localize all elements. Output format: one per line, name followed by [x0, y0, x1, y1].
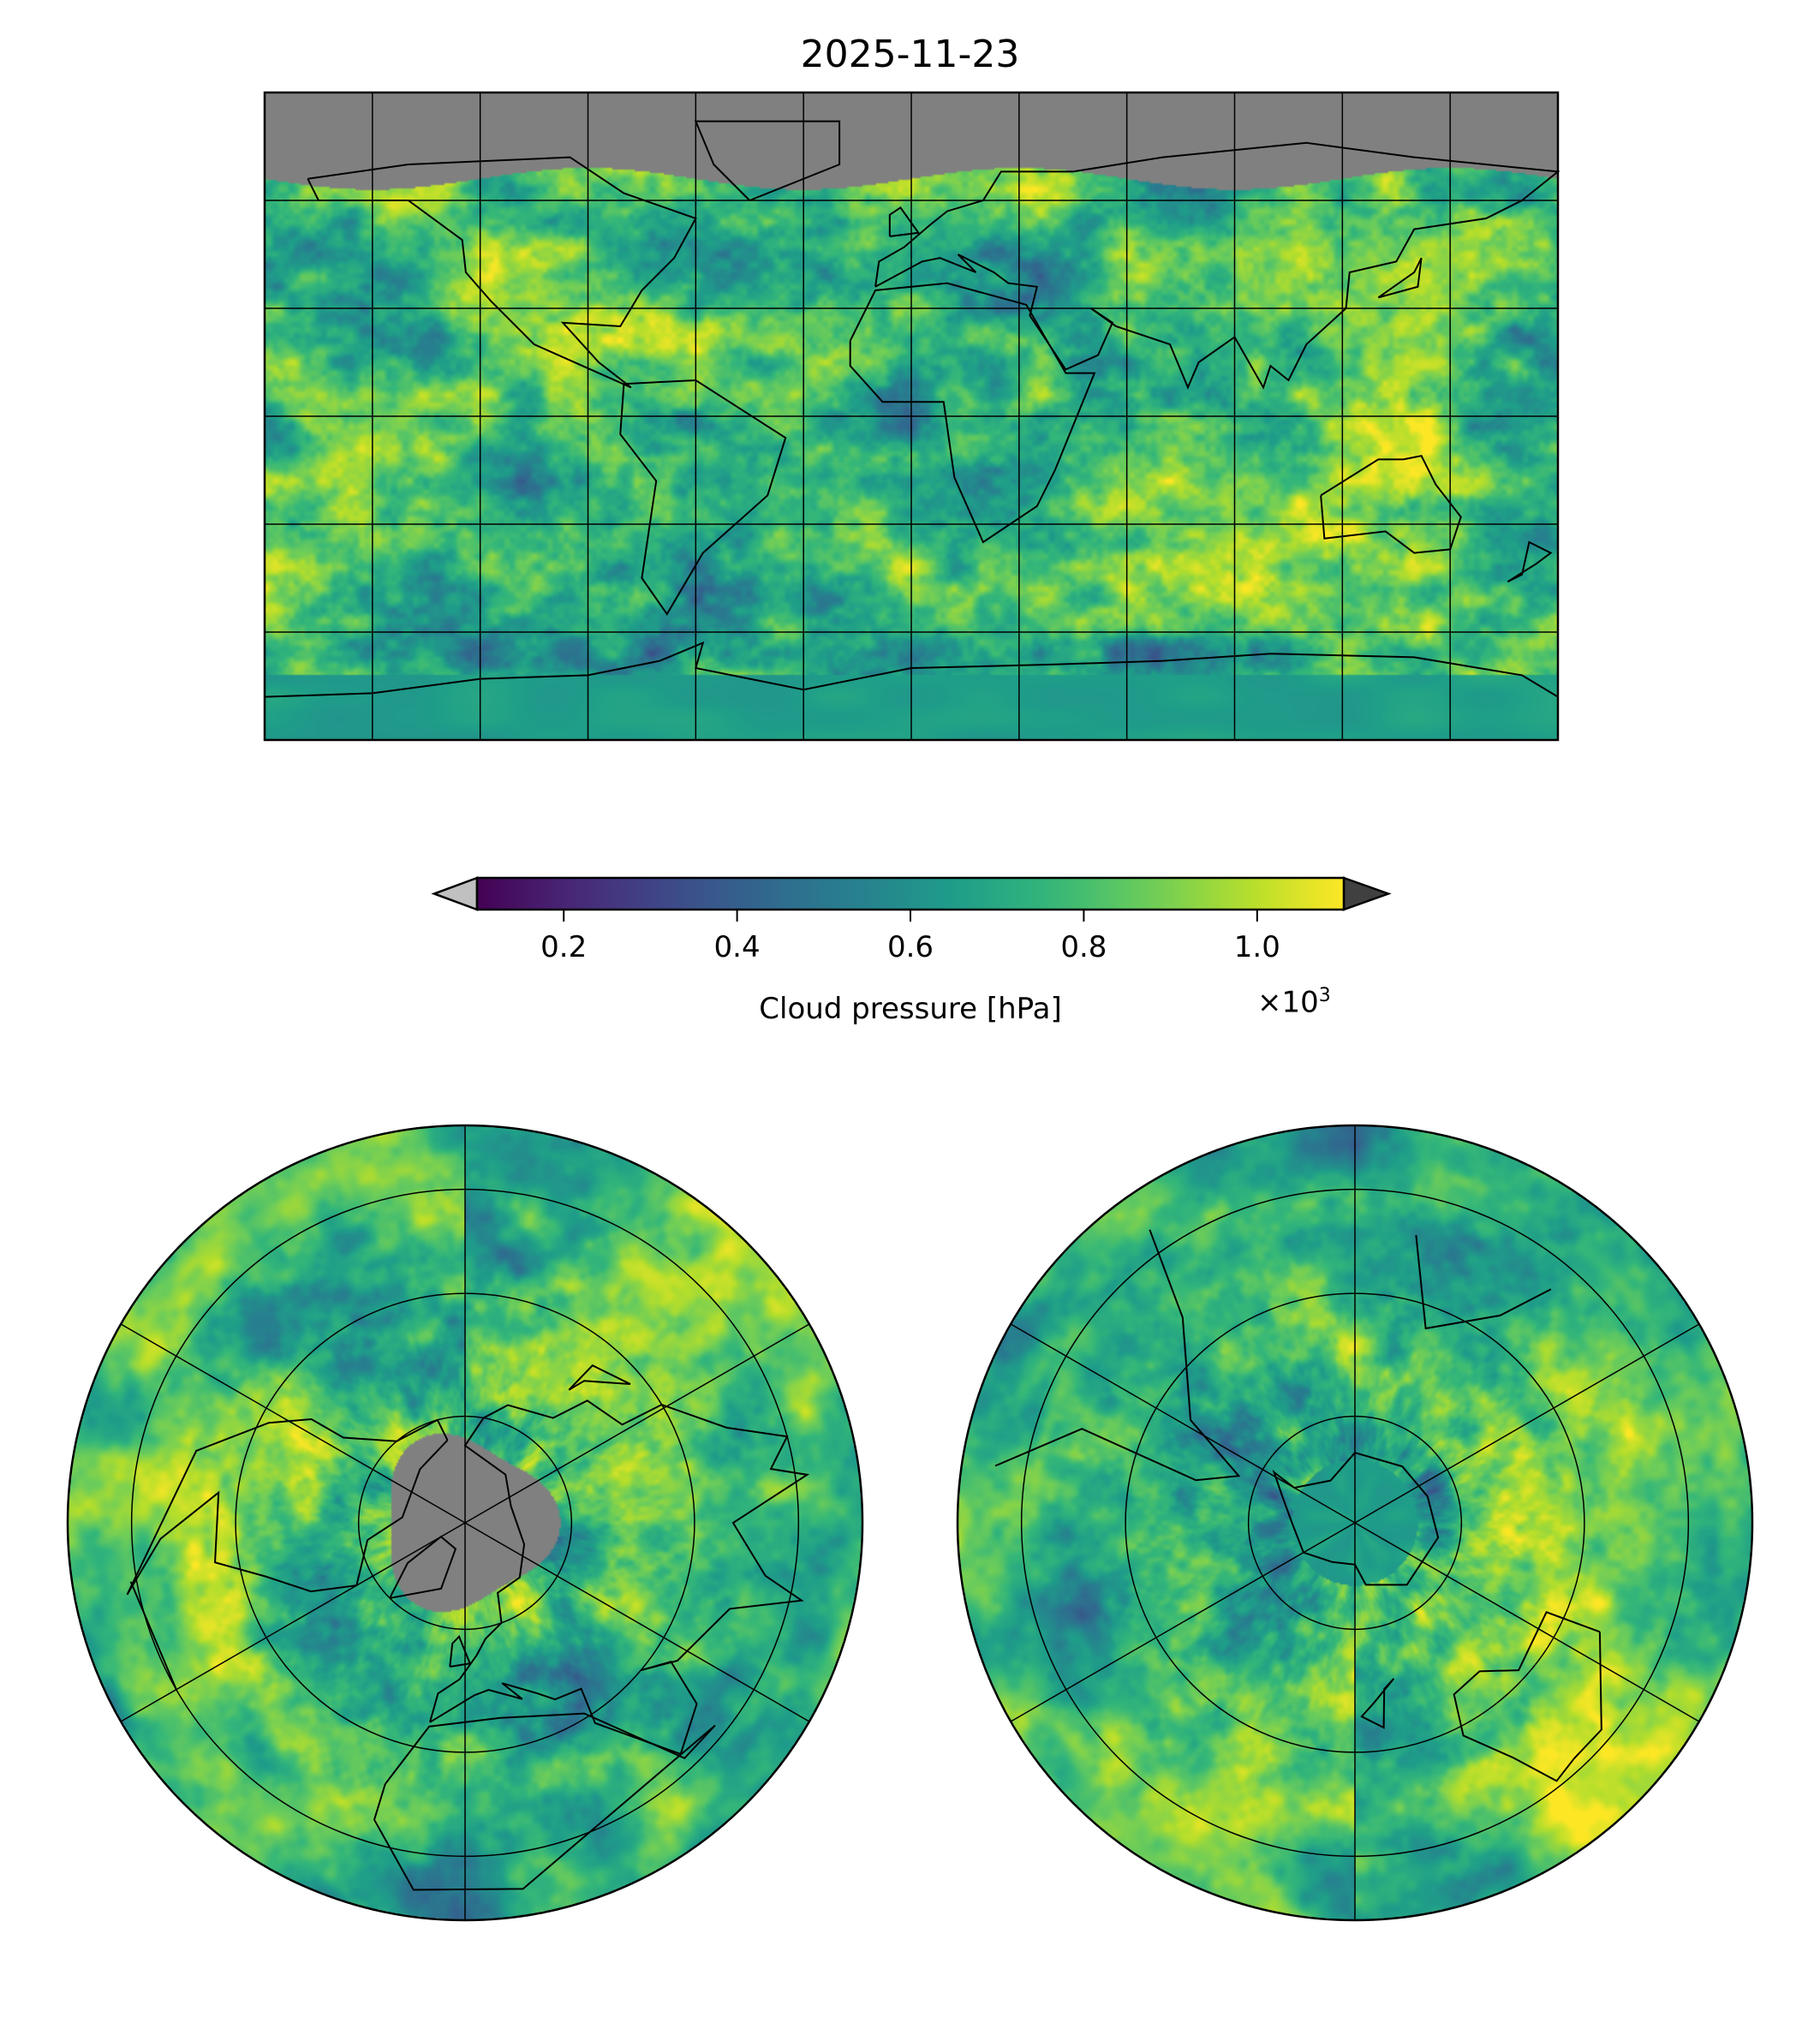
colorbar-multiplier-base: ×10: [1257, 985, 1319, 1020]
coastline: [449, 1635, 472, 1668]
colorbar-tick-label: 0.4: [713, 930, 761, 964]
colorbar-multiplier: ×103: [1257, 985, 1331, 1019]
coastline: [994, 1229, 1241, 1482]
coastline: [1453, 1611, 1602, 1782]
colorbar-multiplier-exponent: 3: [1318, 985, 1331, 1006]
colorbar-label: Cloud pressure [hPa]: [759, 992, 1062, 1026]
coastline: [307, 156, 697, 389]
map-frame: [263, 91, 1560, 742]
coastline: [1507, 540, 1553, 583]
coastline: [126, 1417, 449, 1596]
chart-title: 2025-11-23: [800, 33, 1020, 76]
meridian-spoke: [464, 1522, 810, 1722]
coastline: [888, 206, 921, 237]
north-polar-overlay: [66, 1124, 864, 1922]
colorbar-extend-max: [1342, 876, 1392, 911]
south-polar-overlay: [956, 1124, 1754, 1922]
meridian-spoke: [120, 1323, 466, 1524]
map-boundary: [956, 1124, 1754, 1922]
north-polar-map: [66, 1124, 864, 1922]
coastline: [428, 1399, 810, 1756]
colorbar-tick-label: 0.6: [886, 930, 934, 964]
map-boundary: [66, 1124, 864, 1922]
coastline: [389, 1535, 457, 1599]
coastline: [568, 1364, 631, 1391]
coastline: [1377, 257, 1423, 299]
global-map: [263, 91, 1560, 742]
coastline: [129, 1581, 177, 1691]
coastline: [874, 141, 1560, 390]
coastline: [849, 282, 1096, 544]
coastline: [373, 1712, 716, 1891]
meridian-spoke: [1354, 1522, 1700, 1722]
coastline: [619, 379, 787, 616]
coastline: [1415, 1235, 1552, 1330]
coastline: [1320, 455, 1462, 554]
meridian-spoke: [120, 1522, 466, 1722]
meridian-spoke: [1010, 1323, 1356, 1524]
colorbar-gradient: [475, 876, 1346, 911]
global-map-overlay: [263, 91, 1560, 742]
meridian-spoke: [464, 1323, 810, 1524]
meridian-spoke: [1010, 1522, 1356, 1722]
colorbar-tick-label: 0.2: [540, 930, 588, 964]
colorbar-tick-label: 1.0: [1233, 930, 1280, 964]
coastline: [1272, 1452, 1440, 1586]
coastline: [1360, 1678, 1395, 1729]
south-polar-map: [956, 1124, 1754, 1922]
meridian-spoke: [1354, 1323, 1700, 1524]
colorbar-extend-min: [431, 876, 479, 911]
colorbar-tick-label: 0.8: [1060, 930, 1107, 964]
coastline: [694, 120, 841, 201]
